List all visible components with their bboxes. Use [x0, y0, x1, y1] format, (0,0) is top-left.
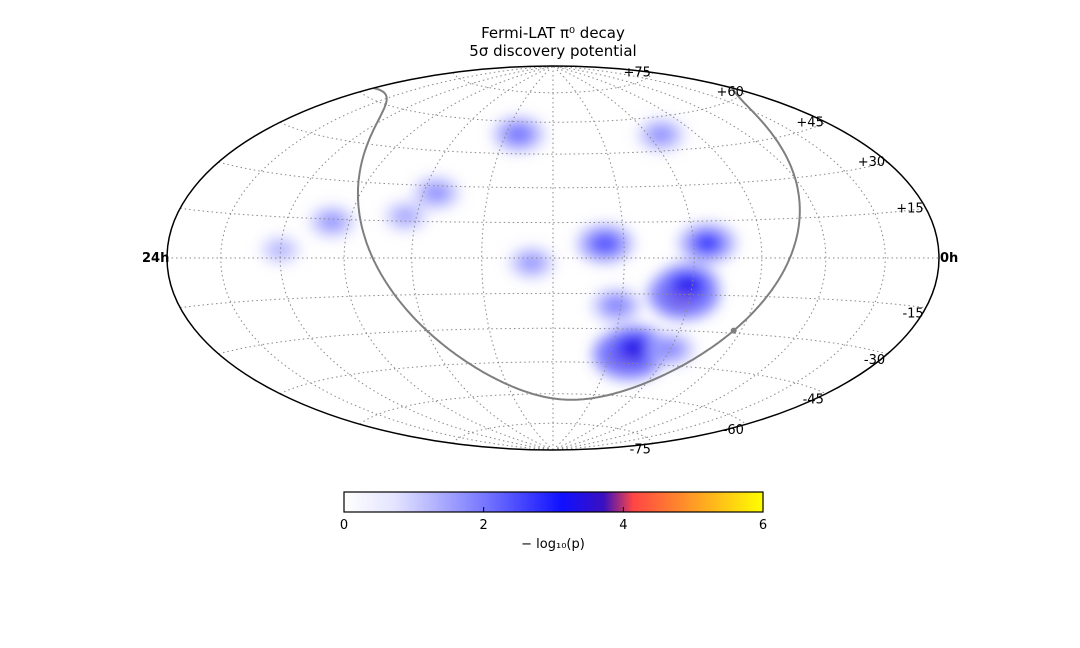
- sky-outline: [166, 65, 940, 451]
- ra-gridline: [552, 66, 625, 450]
- ra-label-right: 0h: [940, 251, 958, 266]
- coordinate-grid: [167, 66, 939, 450]
- heat-core-14: [268, 241, 293, 258]
- chart-title-line-2: 5σ discovery potential: [469, 42, 636, 60]
- ra-label-left: 24h: [142, 251, 169, 266]
- ra-gridline: [552, 66, 763, 450]
- galactic-plane-segment-1: [356, 87, 735, 401]
- dec-label-north: +30: [858, 155, 885, 170]
- heat-core-10: [656, 339, 684, 359]
- colorbar-tick-label: 4: [619, 518, 627, 533]
- dec-label-south: -15: [902, 307, 923, 322]
- ra-gridline: [279, 66, 554, 450]
- galactic-center-marker: [730, 327, 737, 334]
- significance-heatmap: [259, 116, 737, 380]
- ra-gridline: [411, 66, 554, 450]
- dec-label-south: -60: [723, 423, 744, 438]
- dec-label-north: +60: [717, 85, 744, 100]
- ra-gridline: [552, 66, 886, 450]
- colorbar: [343, 491, 764, 513]
- heat-peak-4: [699, 237, 715, 249]
- colorbar-tick-label: 2: [480, 518, 488, 533]
- colorbar-tick-label: 6: [759, 518, 767, 533]
- heat-core-12: [319, 212, 346, 231]
- ra-gridline: [481, 66, 554, 450]
- ra-gridline: [552, 66, 827, 450]
- heat-core-8: [602, 295, 631, 316]
- heat-core-13: [393, 207, 418, 225]
- heat-peak-2: [627, 341, 645, 354]
- heat-core-5: [589, 232, 622, 255]
- dec-gridline: [452, 72, 654, 94]
- dec-label-south: -45: [803, 393, 824, 408]
- colorbar-ticks: 0 2 4 6: [340, 507, 767, 533]
- galactic-plane-segment-0: [732, 88, 801, 332]
- ra-gridline: [220, 66, 554, 450]
- heat-core-7: [423, 183, 450, 203]
- dec-label-north: +45: [796, 115, 823, 130]
- dec-axis-labels: +15 -15 +30 -30 +45 -45 +60 -60 +75 -75: [623, 66, 923, 458]
- dec-gridline: [452, 422, 654, 444]
- heat-core-9: [518, 253, 545, 272]
- ra-gridline: [552, 66, 695, 450]
- heat-core-11: [647, 125, 675, 145]
- colorbar-label: − log₁₀(p): [521, 537, 585, 552]
- colorbar-tick-label: 0: [340, 518, 348, 533]
- dec-label-south: -75: [630, 442, 651, 457]
- dec-label-north: +75: [623, 66, 650, 81]
- galactic-plane: [356, 87, 801, 401]
- heat-core-6: [503, 124, 534, 145]
- ra-gridline: [343, 66, 554, 450]
- dec-gridline: [279, 361, 827, 395]
- dec-label-north: +15: [896, 201, 923, 216]
- dec-label-south: -30: [864, 353, 885, 368]
- heat-peak-3: [679, 278, 696, 291]
- chart-title-line-1: Fermi-LAT π⁰ decay: [481, 24, 625, 42]
